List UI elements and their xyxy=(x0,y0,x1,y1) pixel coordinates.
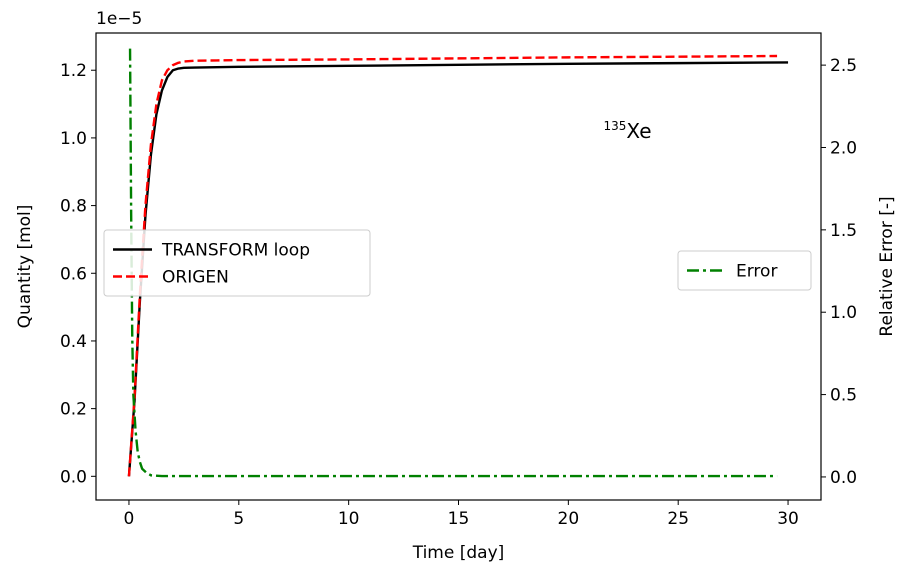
y-right-tick-label: 1.0 xyxy=(830,303,857,323)
legend-label: TRANSFORM loop xyxy=(161,241,310,261)
y-right-tick-label: 0.0 xyxy=(830,468,857,488)
y-right-tick-label: 0.5 xyxy=(830,386,857,406)
y-right-tick-label: 2.5 xyxy=(830,56,857,76)
y-left-tick-label: 0.2 xyxy=(60,400,87,420)
y-left-tick-label: 0.4 xyxy=(60,332,87,352)
x-tick-label: 15 xyxy=(448,509,470,529)
y-left-tick-label: 0.8 xyxy=(60,197,87,217)
y-right-tick-label: 2.0 xyxy=(830,138,857,158)
y-left-tick-label: 1.2 xyxy=(60,61,87,81)
legend-label: ORIGEN xyxy=(162,268,229,288)
plot-area xyxy=(127,48,789,478)
x-tick-label: 0 xyxy=(124,509,135,529)
legend-right: Error xyxy=(677,250,812,291)
y-axis-left-label: Quantity [mol] xyxy=(15,205,35,329)
legend-box xyxy=(677,250,812,291)
legend-box xyxy=(103,229,371,297)
x-axis: 0 5 10 15 20 25 30 xyxy=(124,500,799,529)
x-tick-label: 20 xyxy=(558,509,580,529)
left-axis-scale-label: 1e−5 xyxy=(96,9,142,29)
legend-left: TRANSFORM loop ORIGEN xyxy=(103,229,371,297)
y-axis-right-label: Relative Error [-] xyxy=(877,196,897,336)
x-axis-label: Time [day] xyxy=(412,543,505,563)
x-tick-label: 10 xyxy=(338,509,360,529)
isotope-annotation: 135Xe xyxy=(604,119,652,143)
legend-label: Error xyxy=(736,262,777,282)
y-right-tick-label: 1.5 xyxy=(830,221,857,241)
x-tick-label: 30 xyxy=(777,509,799,529)
isotope-symbol: Xe xyxy=(626,119,651,143)
y-left-tick-label: 0.6 xyxy=(60,264,87,284)
y-axis-left: 0.0 0.2 0.4 0.6 0.8 1.0 1.2 xyxy=(60,61,96,487)
isotope-mass-number: 135 xyxy=(604,119,627,133)
series-line-origen xyxy=(127,54,778,477)
y-left-tick-label: 1.0 xyxy=(60,129,87,149)
y-left-tick-label: 0.0 xyxy=(60,467,87,487)
y-axis-right: 0.0 0.5 1.0 1.5 2.0 2.5 xyxy=(821,56,857,488)
x-tick-label: 5 xyxy=(233,509,244,529)
x-tick-label: 25 xyxy=(667,509,689,529)
